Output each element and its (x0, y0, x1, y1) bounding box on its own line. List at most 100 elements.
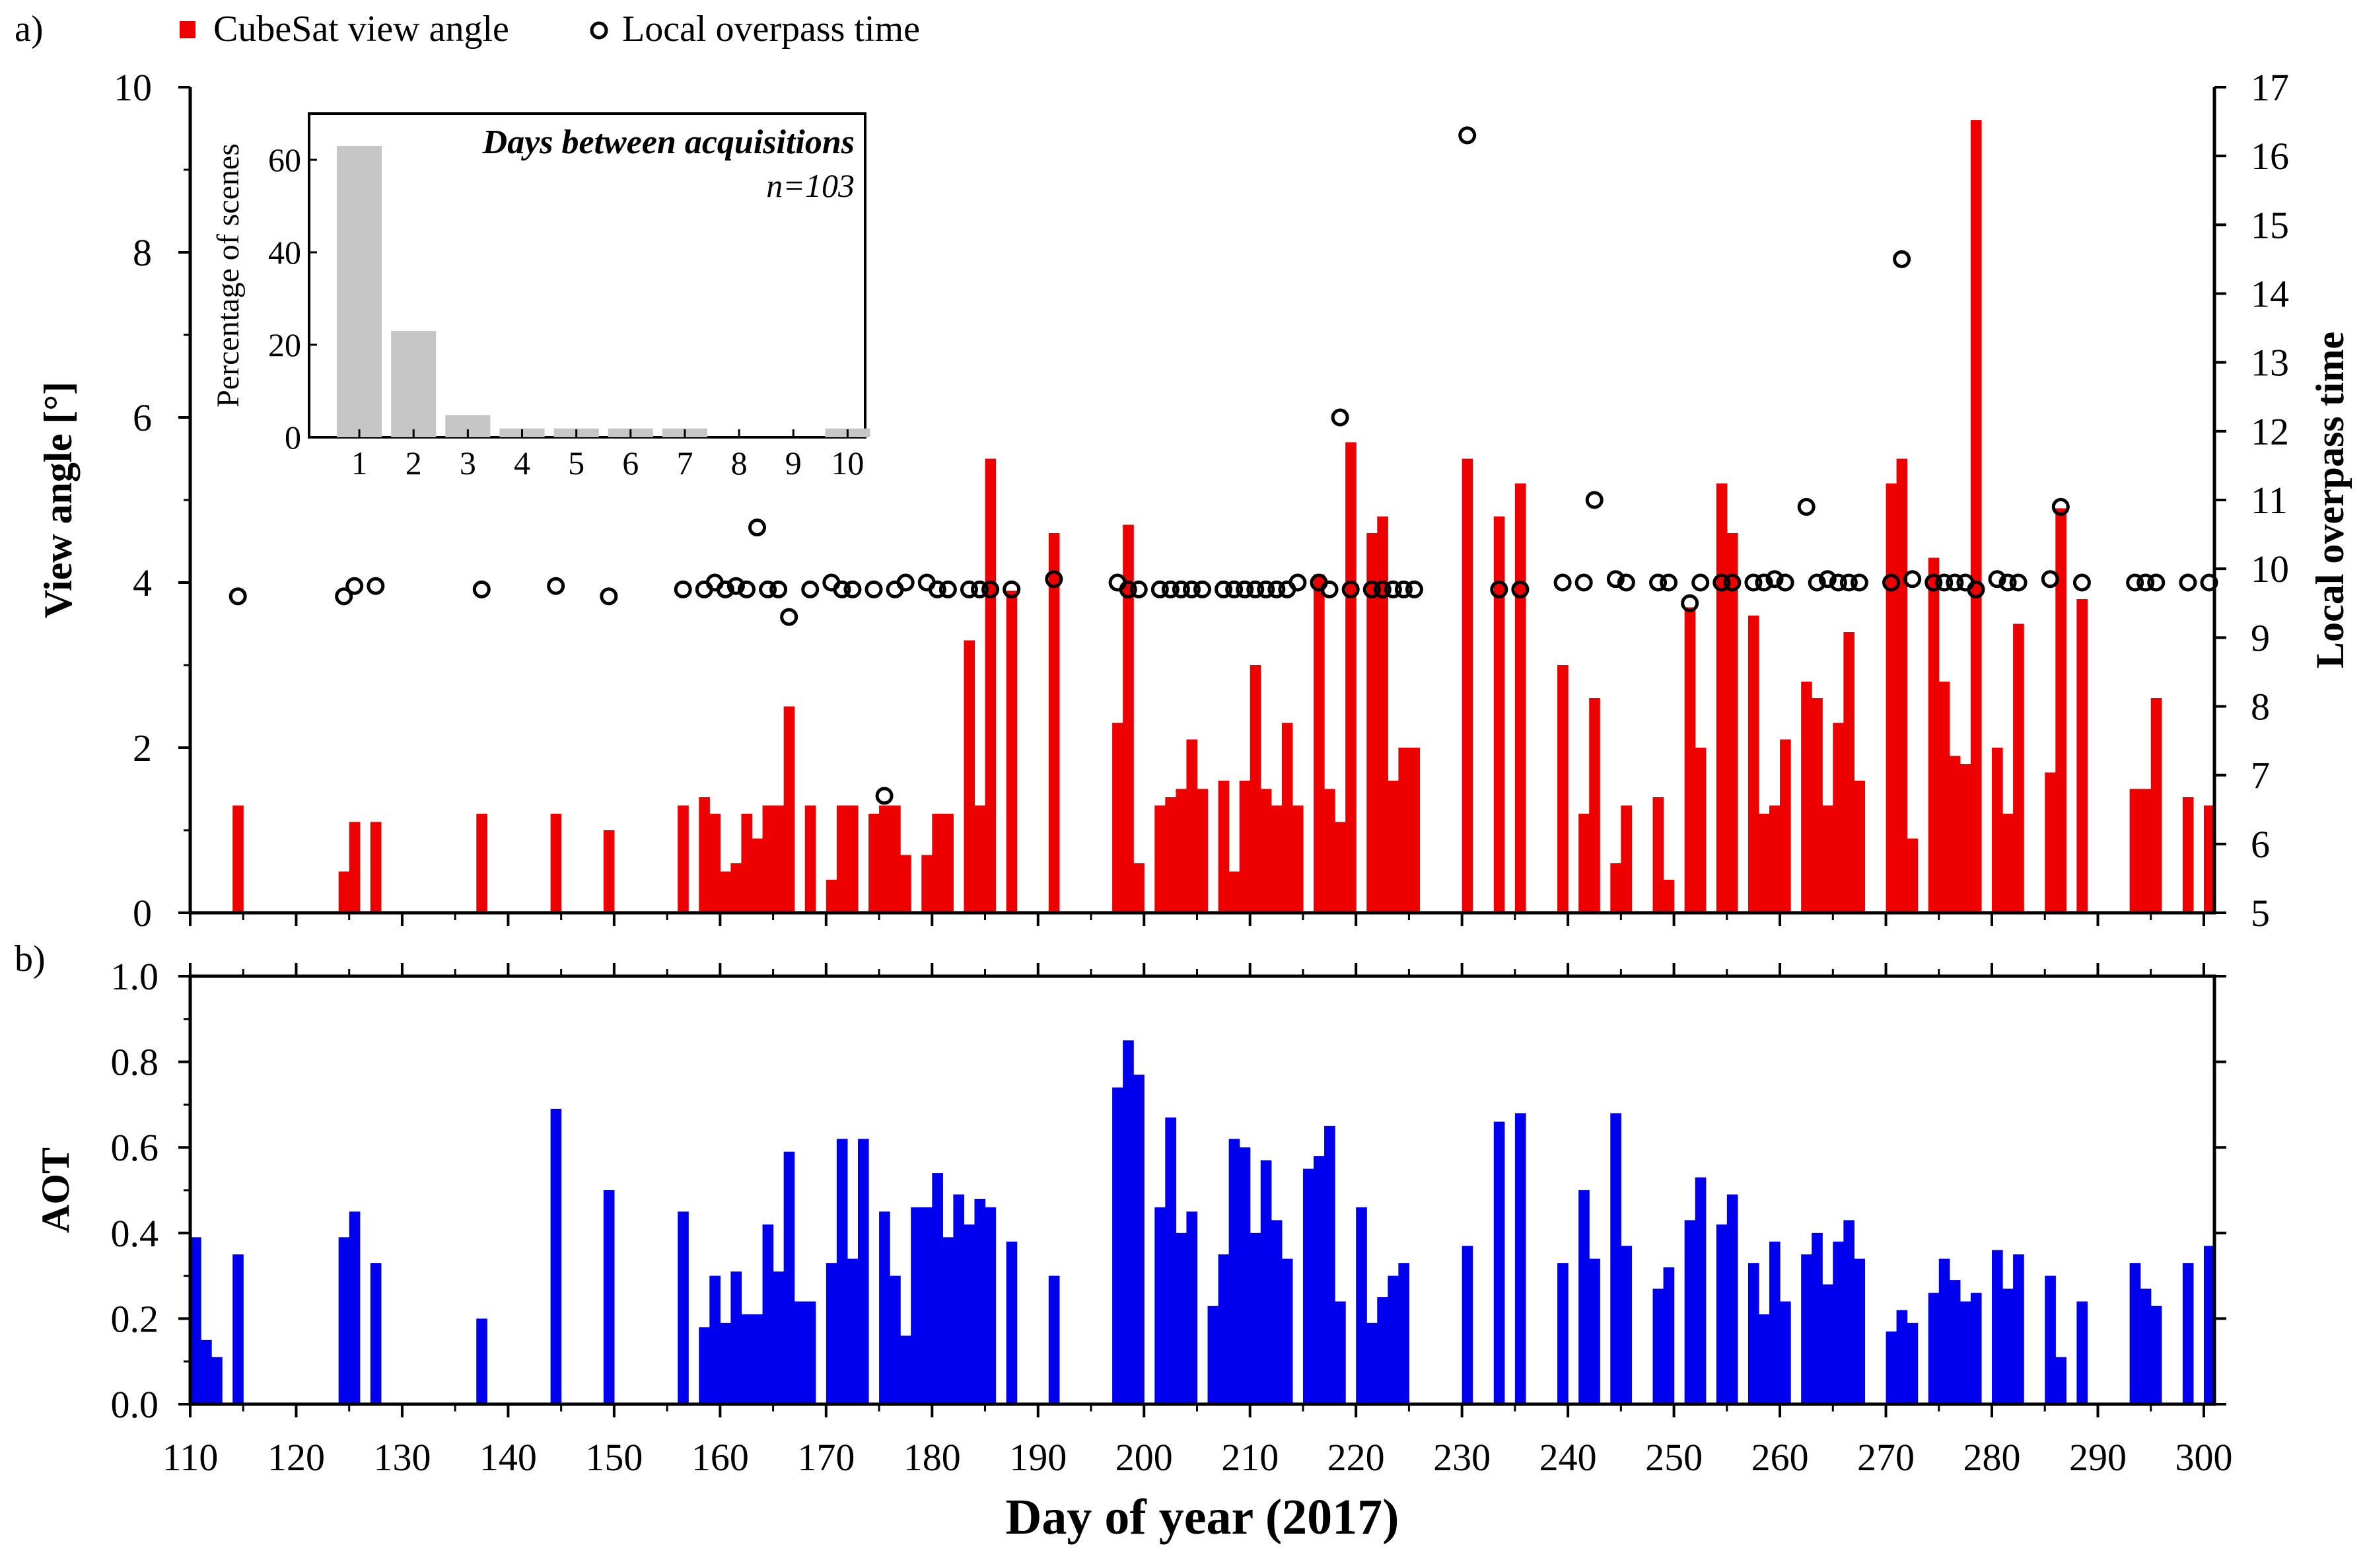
aot-bar (603, 1190, 615, 1404)
overpass-point (960, 580, 978, 598)
view-angle-bar (232, 805, 244, 913)
view-angle-bar (338, 871, 350, 913)
view-angle-bar (1970, 120, 1982, 913)
inset-y-tick-label: 60 (268, 141, 301, 178)
view-angle-bar (1218, 781, 1230, 913)
view-angle-bar (900, 855, 911, 913)
view-angle-bar (1610, 863, 1621, 913)
y-tick-label-right: 15 (2251, 203, 2289, 246)
aot-bar (1239, 1147, 1251, 1404)
view-angle-bar (1048, 533, 1060, 913)
aot-bar (699, 1327, 710, 1404)
view-angle-bar (1377, 517, 1388, 913)
overpass-point (759, 580, 777, 598)
view-angle-bar (1493, 517, 1505, 913)
overpass-point (367, 577, 385, 595)
view-angle-bar (974, 805, 986, 913)
aot-bar (1970, 1293, 1982, 1404)
legend: CubeSat view angle Local overpass time (180, 9, 920, 50)
aot-bar (985, 1207, 997, 1404)
aot-bar (1843, 1220, 1854, 1404)
overpass-point (1172, 580, 1190, 598)
view-angle-bar (1959, 764, 1971, 913)
view-angle-bar (603, 830, 615, 913)
y-tick-label-left: 0 (133, 892, 152, 935)
aot-bar (1938, 1258, 1950, 1404)
x-tick-label: 240 (1539, 1436, 1597, 1479)
x-tick-label: 220 (1327, 1436, 1385, 1479)
inset-y-axis-title: Percentage of scenes (211, 143, 246, 408)
aot-bar (1176, 1232, 1187, 1404)
aot-bar (1388, 1275, 1399, 1404)
aot-bar (1621, 1246, 1633, 1404)
view-angle-bar (1228, 871, 1240, 913)
overpass-point (1818, 570, 1837, 588)
aot-bar (1589, 1258, 1600, 1404)
aot-bar (201, 1339, 212, 1404)
overpass-point (1808, 573, 1826, 592)
view-angle-bar (1281, 723, 1293, 913)
panel-label-a: a) (15, 9, 44, 50)
inset-bars (337, 146, 870, 437)
view-angle-bar (847, 805, 859, 913)
y-tick-label-right: 5 (2251, 892, 2270, 935)
overpass-point (1998, 573, 2017, 592)
view-angle-bar (1758, 814, 1770, 913)
aot-bar (1886, 1331, 1897, 1404)
overpass-point (1723, 573, 1742, 592)
aot-bar (741, 1314, 753, 1404)
aot-bar (2140, 1289, 2152, 1404)
overpass-point (1267, 580, 1286, 598)
aot-bar (476, 1318, 487, 1404)
aot-bar (1366, 1322, 1378, 1404)
y-tick-label-right: 7 (2251, 754, 2270, 797)
y-tick-label-left: 10 (114, 66, 152, 109)
view-angle-bar (2055, 508, 2066, 913)
aot-bar (783, 1151, 795, 1404)
view-angle-bar (550, 814, 562, 913)
overpass-point (1288, 573, 1307, 592)
aot-bar (1557, 1263, 1569, 1404)
y-axis-title-right: Local overpass time (2308, 332, 2352, 668)
aot-bar (942, 1237, 954, 1404)
view-angle-bar (1928, 557, 1940, 913)
overpass-point (1946, 573, 1964, 592)
aot-bar (1377, 1297, 1388, 1404)
x-tick-label: 200 (1115, 1436, 1173, 1479)
overpass-point (1935, 573, 1954, 592)
x-axis-title: Day of year (2017) (1006, 1489, 1399, 1545)
aot-bar (1313, 1156, 1325, 1404)
view-angle-bar (1854, 781, 1866, 913)
overpass-point (1045, 570, 1063, 588)
overpass-point (2126, 573, 2144, 592)
view-angle-bar (1769, 805, 1781, 913)
aot-bar (1928, 1293, 1940, 1404)
overpass-point (769, 580, 788, 598)
overpass-point (1712, 573, 1731, 592)
inset-x-tick-label: 5 (568, 445, 584, 481)
overpass-point (801, 580, 820, 598)
inset-y-tick-label: 0 (285, 419, 301, 456)
view-angle-bar (752, 838, 763, 913)
overpass-point (1119, 580, 1137, 598)
overpass-point (2147, 573, 2166, 592)
y-tick-label-right: 17 (2251, 66, 2289, 109)
aot-bar (1854, 1258, 1866, 1404)
view-angle-bar (2140, 789, 2152, 913)
aot-bar (1907, 1322, 1919, 1404)
x-tick-label: 130 (373, 1436, 431, 1479)
overpass-point (1161, 580, 1180, 598)
overpass-point (2200, 573, 2218, 592)
aot-bar (1133, 1075, 1145, 1404)
y-tick-label-left: 2 (133, 727, 152, 769)
overpass-point (1236, 580, 1254, 598)
view-angle-bar (2129, 789, 2141, 913)
view-angle-bar (1716, 483, 1728, 913)
aot-bar (794, 1301, 806, 1404)
inset-x-tick-label: 10 (831, 445, 864, 481)
aot-bar (1186, 1211, 1198, 1404)
x-tick-label: 120 (267, 1436, 325, 1479)
inset-x-tick-label: 8 (731, 445, 748, 481)
overpass-point (1150, 580, 1169, 598)
